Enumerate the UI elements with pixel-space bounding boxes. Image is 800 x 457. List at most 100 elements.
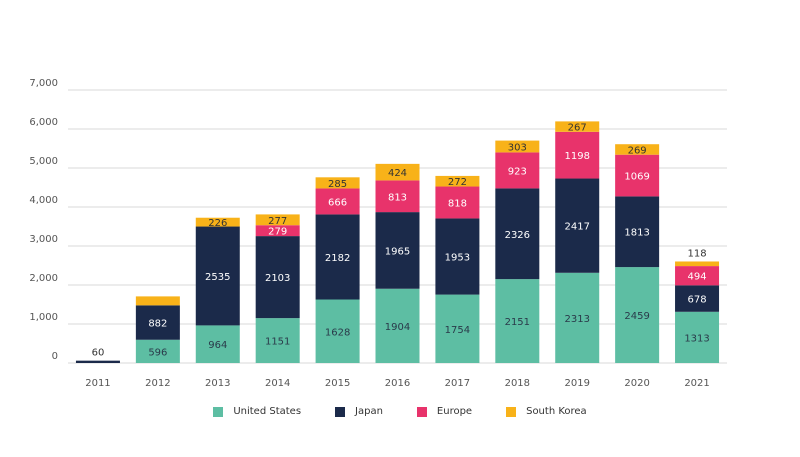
data-label: 1754 xyxy=(445,325,470,336)
bar-segment-south-korea xyxy=(435,175,480,187)
bar-segment-united-states xyxy=(615,267,660,363)
data-label: 494 xyxy=(687,272,706,283)
data-label: 269 xyxy=(628,145,647,156)
bar-segment-united-states xyxy=(195,325,240,363)
data-label: 2459 xyxy=(624,311,649,322)
data-label: 1965 xyxy=(385,246,410,257)
x-tick-label: 2014 xyxy=(265,378,290,389)
data-label: 2313 xyxy=(565,314,590,325)
data-label: 226 xyxy=(208,218,227,229)
x-tick-label: 2018 xyxy=(505,378,530,389)
legend: United States Japan Europe South Korea xyxy=(0,406,800,417)
legend-item-japan: Japan xyxy=(335,406,383,417)
y-axis-ticks: 0 1,000 2,000 3,000 4,000 5,000 6,000 7,000 xyxy=(29,78,58,362)
y-tick-label: 6,000 xyxy=(29,117,58,128)
data-label: 1313 xyxy=(684,333,709,344)
bar-segment-japan xyxy=(315,214,360,300)
bars xyxy=(75,121,720,363)
legend-label: Japan xyxy=(355,406,383,417)
data-label: 964 xyxy=(208,340,227,351)
data-label: 60 xyxy=(92,348,105,359)
data-label: 303 xyxy=(508,142,527,153)
x-tick-label: 2021 xyxy=(684,378,709,389)
stacked-bar-chart: 0 1,000 2,000 3,000 4,000 5,000 6,000 7,000 60 5… xyxy=(29,78,727,389)
bar-segment-japan xyxy=(255,236,300,319)
data-label: 2103 xyxy=(265,273,290,284)
bar-segment-south-korea xyxy=(615,144,660,155)
bar-segment-europe xyxy=(615,154,660,197)
bar-segment-europe xyxy=(315,188,360,215)
x-tick-label: 2015 xyxy=(325,378,350,389)
bar-segment-united-states xyxy=(255,318,300,363)
y-tick-label: 1,000 xyxy=(29,312,58,323)
x-axis-ticks: 2011 2012 2013 2014 2015 2016 2017 2018 2019 2020… xyxy=(85,378,710,389)
x-tick-label: 2012 xyxy=(145,378,170,389)
x-tick-label: 2019 xyxy=(565,378,590,389)
bar-segment-europe xyxy=(375,180,420,213)
bar-segment-europe xyxy=(495,152,540,189)
bar-segment-europe xyxy=(675,266,720,286)
data-label: 666 xyxy=(328,197,347,208)
data-label: 813 xyxy=(388,192,407,203)
legend-label: Europe xyxy=(436,406,473,417)
data-label: 2326 xyxy=(505,230,530,241)
legend-swatch xyxy=(335,406,346,417)
y-tick-label: 3,000 xyxy=(29,234,58,245)
bar-segment-united-states xyxy=(555,272,600,363)
data-label: 424 xyxy=(388,168,407,179)
bar-segment-japan xyxy=(135,305,180,340)
x-tick-label: 2016 xyxy=(385,378,410,389)
bar-segment-south-korea xyxy=(675,261,720,267)
bar-segment-south-korea xyxy=(555,121,600,132)
bar-segment-japan xyxy=(495,188,540,280)
data-label: 272 xyxy=(448,177,467,188)
bar-segment-europe xyxy=(555,131,600,179)
bar-segment-japan xyxy=(195,226,240,326)
bar-segment-japan xyxy=(375,212,420,289)
y-tick-label: 5,000 xyxy=(29,156,58,167)
legend-swatch xyxy=(416,406,427,417)
bar-segment-united-states xyxy=(375,288,420,363)
data-label: 1813 xyxy=(624,228,649,239)
bar-segment-south-korea xyxy=(495,140,540,153)
bar-segment-south-korea xyxy=(375,163,420,181)
bar-segment-japan xyxy=(435,218,480,295)
legend-item-europe: Europe xyxy=(416,406,473,417)
data-label: 1198 xyxy=(565,151,590,162)
legend-item-south-korea: South Korea xyxy=(506,406,587,417)
data-label: 596 xyxy=(148,347,167,358)
data-label: 882 xyxy=(148,319,167,330)
y-tick-label: 4,000 xyxy=(29,195,58,206)
legend-swatch xyxy=(213,406,224,417)
data-label: 2182 xyxy=(325,253,350,264)
bar-segment-europe xyxy=(255,225,300,237)
bar-segment-south-korea xyxy=(195,217,240,227)
data-label: 118 xyxy=(687,248,706,259)
data-label: 1151 xyxy=(265,337,290,348)
bar-segment-united-states xyxy=(135,339,180,363)
x-tick-label: 2013 xyxy=(205,378,230,389)
data-label: 678 xyxy=(687,295,706,306)
legend-swatch xyxy=(506,406,517,417)
data-label: 2417 xyxy=(565,222,590,233)
bar-segment-united-states xyxy=(435,294,480,363)
bar-segment-japan xyxy=(675,285,720,312)
bar-segment-south-korea xyxy=(135,296,180,306)
x-tick-label: 2020 xyxy=(624,378,649,389)
y-tick-label: 2,000 xyxy=(29,273,58,284)
data-label: 285 xyxy=(328,179,347,190)
legend-label: South Korea xyxy=(526,406,587,417)
data-label: 2151 xyxy=(505,317,530,328)
bar-segment-united-states xyxy=(315,299,360,363)
data-label: 1628 xyxy=(325,327,350,338)
bar-segment-japan xyxy=(615,196,660,268)
data-label: 1953 xyxy=(445,253,470,264)
data-label: 923 xyxy=(508,166,527,177)
y-tick-label: 0 xyxy=(52,351,58,362)
bar-segment-japan xyxy=(75,360,120,363)
data-label: 1904 xyxy=(385,322,410,333)
bar-segment-south-korea xyxy=(315,177,360,189)
data-label: 2535 xyxy=(205,272,230,283)
bar-segment-japan xyxy=(555,178,600,273)
